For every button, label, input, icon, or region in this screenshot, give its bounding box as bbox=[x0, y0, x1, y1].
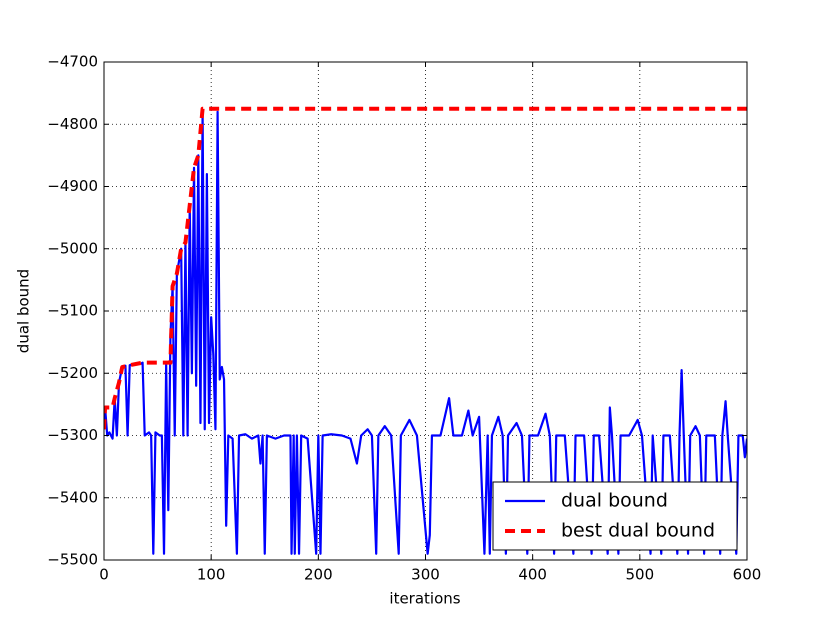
y-tick-label: −4800 bbox=[47, 115, 98, 133]
x-tick-label: 400 bbox=[518, 566, 547, 584]
y-tick-label: −5100 bbox=[47, 302, 98, 320]
y-tick-label: −5400 bbox=[47, 488, 98, 506]
x-tick-label: 100 bbox=[197, 566, 226, 584]
y-tick-label: −5500 bbox=[47, 551, 98, 569]
legend-label: dual bound bbox=[561, 490, 668, 512]
y-axis-label: dual bound bbox=[15, 269, 33, 353]
y-tick-label: −4900 bbox=[47, 177, 98, 195]
y-tick-label: −5000 bbox=[47, 239, 98, 257]
x-axis-label: iterations bbox=[389, 590, 460, 608]
y-tick-label: −5300 bbox=[47, 426, 98, 444]
series-line bbox=[104, 106, 747, 430]
y-tick-label: −4700 bbox=[47, 53, 98, 71]
series-line bbox=[104, 110, 747, 555]
legend: dual bound best dual bound bbox=[492, 481, 738, 551]
axes: 0 100 200 300 400 500 600 −5500 −5400 −5300 −5200 −… bbox=[47, 53, 761, 584]
x-tick-label: 300 bbox=[411, 566, 440, 584]
x-tick-label: 500 bbox=[626, 566, 655, 584]
plot-lines bbox=[104, 106, 747, 555]
x-tick-label: 600 bbox=[733, 566, 762, 584]
x-tick-label: 200 bbox=[304, 566, 333, 584]
legend-label: best dual bound bbox=[561, 520, 715, 542]
y-tick-label: −5200 bbox=[47, 364, 98, 382]
x-tick-label: 0 bbox=[99, 566, 109, 584]
legend-box bbox=[492, 481, 738, 551]
